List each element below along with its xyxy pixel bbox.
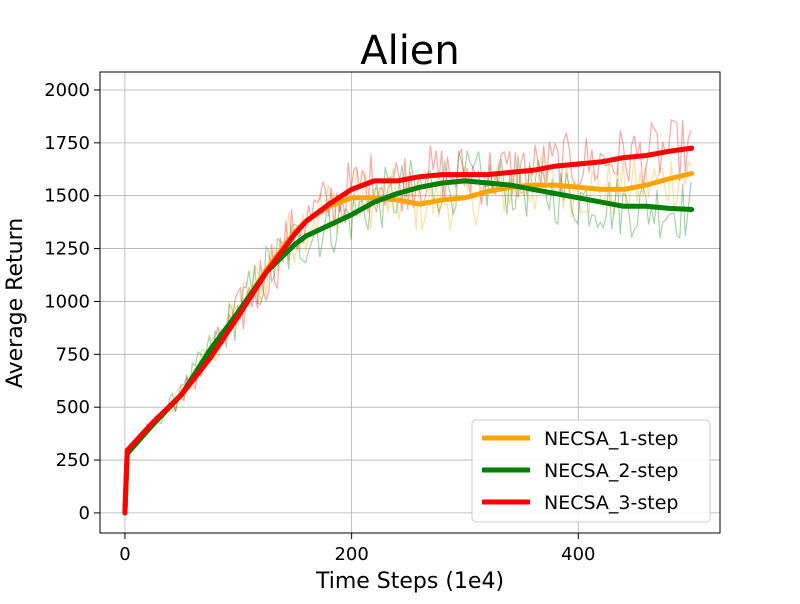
y-tick-label: 1500 [44,186,90,207]
series-line-NECSA_3-step [122,145,695,516]
x-tick-label: 200 [334,544,368,565]
y-tick-label: 500 [56,397,90,418]
x-tick-label: 400 [561,544,595,565]
legend-label: NECSA_1-step [544,428,678,450]
plot-frame [99,71,721,534]
y-tick-label: 0 [79,503,90,524]
x-tick-label: 0 [119,544,130,565]
x-axis-label: Time Steps (1e4) [315,569,504,594]
chart-title: Alien [360,28,460,74]
legend: NECSA_1-step NECSA_2-step NECSA_3-step [471,419,711,523]
legend-label: NECSA_2-step [544,460,678,482]
grid [100,72,720,533]
legend-label: NECSA_3-step [544,492,678,514]
legend-box [471,419,711,523]
y-tick-label: 2000 [44,80,90,101]
y-tick-label: 1250 [44,239,90,260]
y-tick-label: 250 [56,450,90,471]
series-line-NECSA_2-step [122,178,695,516]
y-tick-label: 1000 [44,291,90,312]
series-lines [122,145,695,516]
y-tick-label: 1750 [44,133,90,154]
y-axis-label: Average Return [3,218,28,388]
axis-ticks: 0 200 400 0 250 500 750 1000 1250 1500 1750 2000 [44,80,595,565]
y-tick-label: 750 [56,344,90,365]
